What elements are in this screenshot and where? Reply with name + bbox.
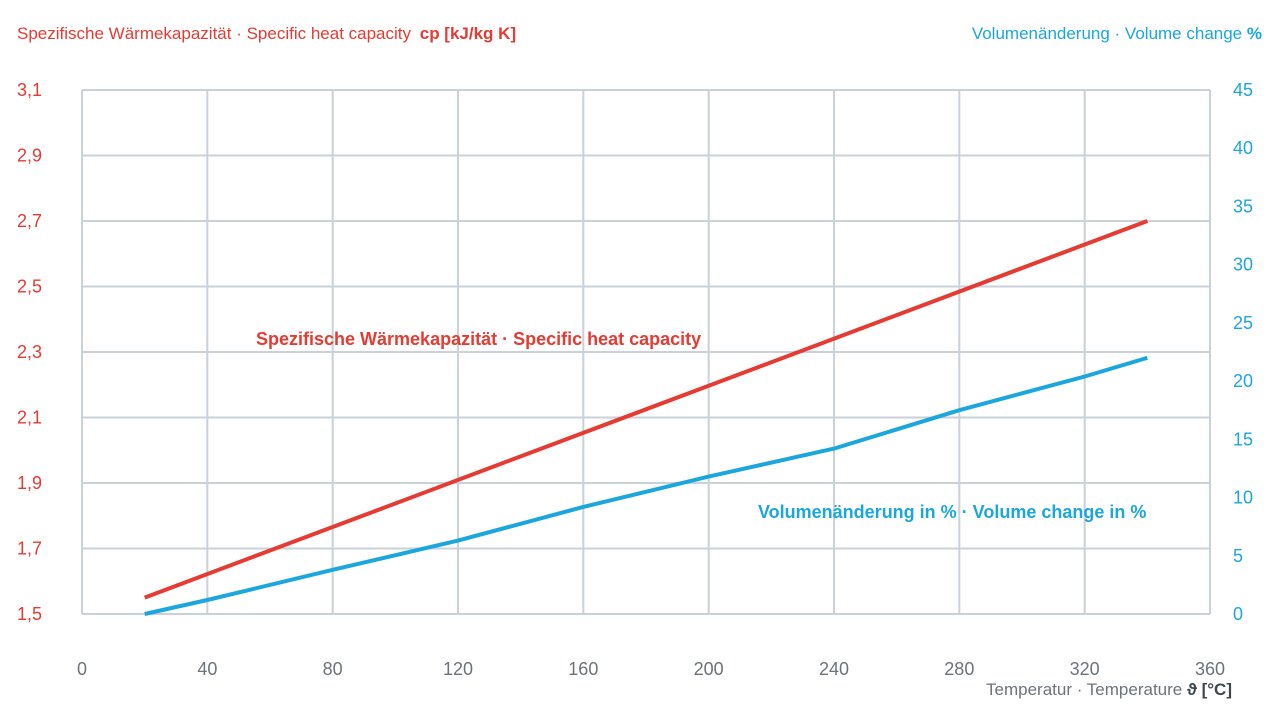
x-tick-label: 80 [323,659,343,679]
left-y-tick-label: 1,9 [17,473,42,493]
left-y-tick-label: 1,5 [17,604,42,624]
left-axis-title-text: Spezifische Wärmekapazität · Specific he… [17,24,412,43]
right-y-tick-label: 30 [1233,255,1253,275]
series-label-volume-change: Volumenänderung in % · Volume change in … [758,502,1147,522]
left-y-tick-label: 3,1 [17,80,42,100]
series-label-heat-capacity: Spezifische Wärmekapazität · Specific he… [256,329,702,349]
x-tick-label: 160 [568,659,598,679]
right-y-tick-label: 40 [1233,138,1253,158]
x-tick-label: 240 [819,659,849,679]
x-tick-label: 40 [197,659,217,679]
left-y-tick-label: 2,5 [17,277,42,297]
right-y-tick-label: 45 [1233,80,1253,100]
left-axis-unit: cp [kJ/kg K] [419,24,517,43]
x-tick-label: 280 [944,659,974,679]
right-y-tick-label: 35 [1233,196,1253,216]
left-y-tick-label: 2,3 [17,342,42,362]
right-axis-title: Volumenänderung · Volume change % [972,24,1262,44]
right-y-tick-label: 15 [1233,429,1253,449]
left-y-tick-label: 2,9 [17,146,42,166]
volume-change-line [144,355,1148,616]
left-y-tick-label: 2,1 [17,408,42,428]
right-axis-unit: % [1246,24,1262,43]
right-y-tick-label: 25 [1233,313,1253,333]
x-axis-unit: ϑ [°C] [1186,680,1232,699]
x-tick-label: 320 [1070,659,1100,679]
left-axis-title: Spezifische Wärmekapazität · Specific he… [17,24,516,44]
right-y-tick-label: 20 [1233,371,1253,391]
x-tick-label: 0 [77,659,87,679]
heat-capacity-line [143,219,1149,600]
left-y-tick-label: 1,7 [17,539,42,559]
x-tick-label: 200 [694,659,724,679]
x-axis-title-text: Temperatur · Temperature [986,680,1183,699]
x-axis-title: Temperatur · Temperature ϑ [°C] [986,680,1232,700]
right-y-tick-label: 5 [1233,546,1243,566]
x-tick-label: 360 [1195,659,1225,679]
x-tick-label: 120 [443,659,473,679]
left-y-tick-label: 2,7 [17,211,42,231]
right-axis-title-text: Volumenänderung · Volume change [971,24,1243,43]
right-y-tick-label: 10 [1233,488,1253,508]
right-y-tick-label: 0 [1233,604,1243,624]
